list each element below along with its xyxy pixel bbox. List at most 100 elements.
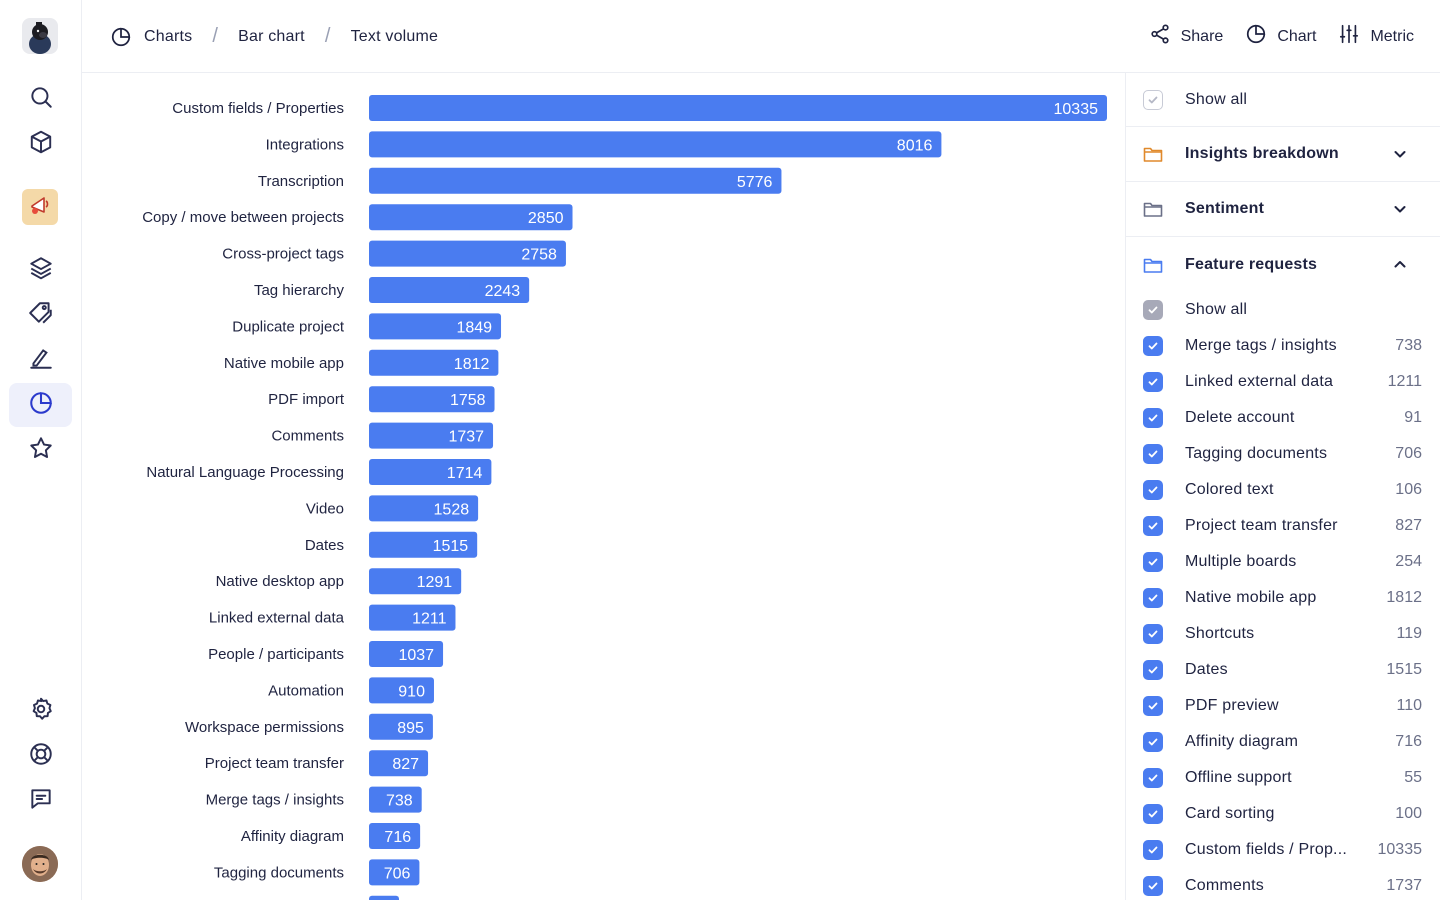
item-checkbox[interactable] [1143, 624, 1163, 644]
list-item[interactable]: Tagging documents 706 [1126, 436, 1440, 472]
settings-nav-button[interactable] [9, 689, 72, 733]
show-all-row[interactable]: Show all [1126, 73, 1440, 127]
chevron-down-icon[interactable] [1392, 201, 1408, 217]
tags-icon [28, 300, 54, 331]
folder-icon [1143, 256, 1163, 274]
bar[interactable] [369, 277, 530, 303]
bar-value-label: 8016 [897, 137, 933, 154]
feedback-nav-button[interactable] [9, 779, 72, 823]
folder-icon [1143, 145, 1163, 163]
cube-icon [28, 129, 54, 160]
feature-show-all-row[interactable]: Show all [1126, 292, 1440, 328]
repository-nav-button[interactable] [9, 122, 72, 166]
section-insights-breakdown[interactable]: Insights breakdown [1126, 127, 1440, 182]
user-avatar[interactable] [22, 846, 58, 882]
item-checkbox[interactable] [1143, 372, 1163, 392]
item-checkbox[interactable] [1143, 336, 1163, 356]
item-checkbox[interactable] [1143, 732, 1163, 752]
project-button[interactable] [22, 189, 58, 225]
bar[interactable] [369, 750, 429, 777]
bar[interactable] [369, 677, 434, 704]
bar[interactable] [369, 859, 420, 886]
bar[interactable] [369, 386, 495, 413]
list-item[interactable]: Delete account 91 [1126, 400, 1440, 436]
bar-value-label: 1037 [398, 647, 434, 664]
item-checkbox[interactable] [1143, 480, 1163, 500]
bar[interactable] [369, 568, 462, 595]
bar[interactable] [369, 167, 782, 194]
bar[interactable] [369, 422, 494, 449]
item-checkbox[interactable] [1143, 552, 1163, 572]
chevron-up-icon[interactable] [1392, 256, 1408, 272]
bar[interactable] [369, 641, 444, 667]
search-nav-button[interactable] [9, 77, 72, 121]
tags-nav-button[interactable] [9, 293, 72, 337]
star-icon [28, 435, 54, 466]
list-item[interactable]: Merge tags / insights 738 [1126, 328, 1440, 364]
bar-category-label: Native desktop app [216, 573, 344, 590]
bar[interactable] [369, 786, 422, 813]
show-all-checkbox[interactable] [1143, 89, 1163, 110]
list-item[interactable]: Affinity diagram 716 [1126, 724, 1440, 760]
highlights-nav-button[interactable] [9, 338, 72, 382]
workspace-logo[interactable] [22, 18, 58, 54]
bar-value-label: 1291 [417, 574, 453, 591]
bar[interactable] [369, 459, 492, 485]
bar[interactable] [369, 604, 456, 631]
bar[interactable] [369, 495, 479, 522]
list-item[interactable]: Shortcuts 119 [1126, 616, 1440, 652]
section-sentiment[interactable]: Sentiment [1126, 182, 1440, 237]
item-checkbox[interactable] [1143, 804, 1163, 824]
bar[interactable] [369, 95, 1107, 121]
item-checkbox[interactable] [1143, 516, 1163, 536]
favorites-nav-button[interactable] [9, 428, 72, 472]
bar-category-label: Custom fields / Properties [172, 100, 344, 117]
item-checkbox[interactable] [1143, 660, 1163, 680]
bar[interactable] [369, 204, 573, 231]
item-checkbox[interactable] [1143, 444, 1163, 464]
list-item[interactable]: Colored text 106 [1126, 472, 1440, 508]
bar-category-label: Transcription [258, 173, 344, 190]
bar-category-label: Affinity diagram [241, 828, 344, 845]
section-title: Insights breakdown [1185, 145, 1339, 162]
layers-nav-button[interactable] [9, 248, 72, 292]
chart-type-button[interactable]: Chart [1245, 23, 1316, 50]
list-item[interactable]: Multiple boards 254 [1126, 544, 1440, 580]
item-checkbox[interactable] [1143, 588, 1163, 608]
bar[interactable] [369, 531, 478, 558]
item-label: Delete account [1185, 409, 1295, 426]
list-item[interactable]: Custom fields / Prop... 10335 [1126, 832, 1440, 868]
bar[interactable] [369, 240, 566, 267]
help-nav-button[interactable] [9, 734, 72, 778]
list-item[interactable]: Comments 1737 [1126, 868, 1440, 900]
list-item[interactable]: Card sorting 100 [1126, 796, 1440, 832]
bar[interactable] [369, 713, 433, 740]
bar[interactable] [369, 131, 942, 158]
share-button[interactable]: Share [1149, 23, 1223, 50]
list-item[interactable]: Dates 1515 [1126, 652, 1440, 688]
list-item[interactable]: Project team transfer 827 [1126, 508, 1440, 544]
breadcrumb-charts[interactable]: Charts [144, 27, 193, 45]
feature-show-all-checkbox[interactable] [1143, 300, 1163, 320]
bar[interactable] [369, 823, 421, 849]
item-checkbox[interactable] [1143, 840, 1163, 860]
item-checkbox[interactable] [1143, 696, 1163, 716]
section-feature-requests[interactable]: Feature requests [1126, 237, 1440, 292]
metric-button[interactable]: Metric [1338, 23, 1414, 50]
bar-value-label: 706 [384, 865, 411, 882]
list-item[interactable]: Offline support 55 [1126, 760, 1440, 796]
breadcrumb-bar-chart[interactable]: Bar chart [238, 27, 305, 45]
charts-nav-button[interactable] [9, 383, 72, 427]
item-checkbox[interactable] [1143, 408, 1163, 428]
bar[interactable] [369, 313, 502, 340]
list-item[interactable]: Native mobile app 1812 [1126, 580, 1440, 616]
list-item[interactable]: Linked external data 1211 [1126, 364, 1440, 400]
chevron-down-icon[interactable] [1392, 146, 1408, 162]
help-icon [28, 741, 54, 772]
item-checkbox[interactable] [1143, 876, 1163, 896]
bar[interactable] [369, 349, 499, 376]
list-item[interactable]: PDF preview 110 [1126, 688, 1440, 724]
item-checkbox[interactable] [1143, 768, 1163, 788]
item-label: Native mobile app [1185, 589, 1317, 606]
bar-value-label: 5776 [737, 174, 773, 191]
